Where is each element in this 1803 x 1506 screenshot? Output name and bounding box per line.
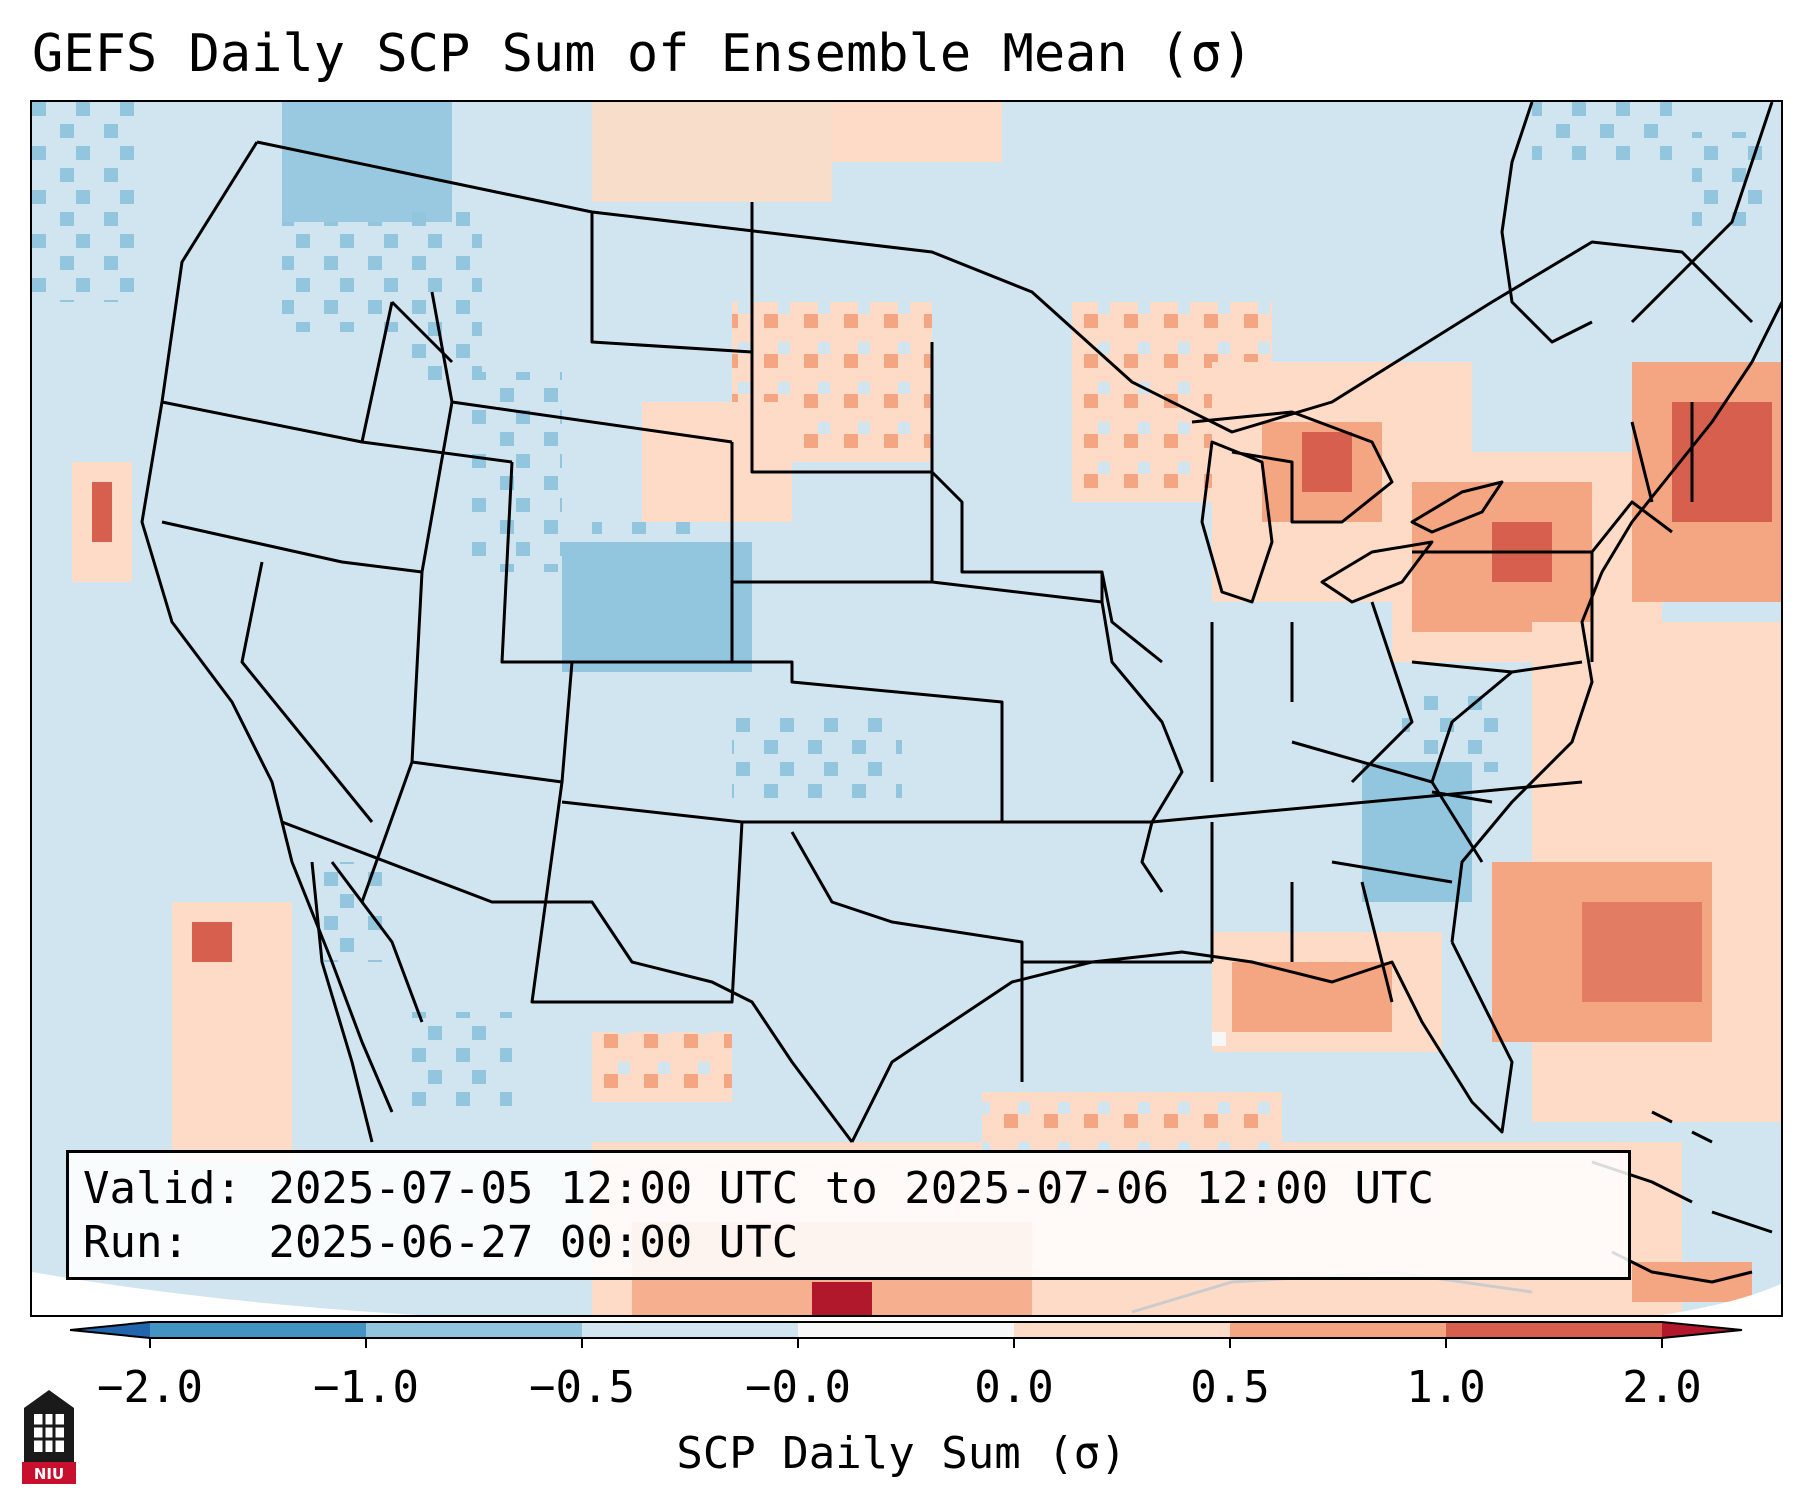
- colorbar-label: SCP Daily Sum (σ): [676, 1428, 1127, 1479]
- colorbar-tick-label: 0.0: [974, 1362, 1054, 1413]
- colorbar-extend-min: [70, 1322, 150, 1338]
- valid-value: 2025-07-05 12:00 UTC to 2025-07-06 12:00…: [268, 1163, 1435, 1214]
- colorbar-tick-label: −0.0: [745, 1362, 851, 1413]
- map-panel: [30, 100, 1783, 1317]
- valid-line: Valid: 2025-07-05 12:00 UTC to 2025-07-0…: [83, 1163, 1434, 1214]
- colorbar: [70, 1321, 1743, 1348]
- colorbar-bin-3: [582, 1322, 798, 1338]
- projection-edge-left: [32, 1272, 418, 1315]
- colorbar-tick-label: 2.0: [1622, 1362, 1702, 1413]
- colorbar-tick-label: 0.5: [1190, 1362, 1270, 1413]
- run-label: Run:: [83, 1217, 189, 1268]
- colorbar-bin-4: [798, 1322, 1014, 1338]
- colorbar-bin-7: [1446, 1322, 1662, 1338]
- logo-text: NIU: [34, 1465, 64, 1483]
- validity-info-box: Valid: 2025-07-05 12:00 UTC to 2025-07-0…: [66, 1150, 1631, 1280]
- map-canvas: [32, 102, 1781, 1315]
- logo-band: [22, 1462, 76, 1484]
- colorbar-bin-5: [1014, 1322, 1230, 1338]
- colorbar-tick-label: −2.0: [97, 1362, 203, 1413]
- figure-title: GEFS Daily SCP Sum of Ensemble Mean (σ): [32, 24, 1253, 84]
- colorbar-tick-label: 1.0: [1406, 1362, 1486, 1413]
- negative-anomaly-regions: [32, 102, 1772, 1112]
- colorbar-tick-label: −0.5: [529, 1362, 635, 1413]
- niu-logo: NIU: [22, 1390, 76, 1484]
- valid-label: Valid:: [83, 1163, 242, 1214]
- colorbar-bin-6: [1230, 1322, 1446, 1338]
- political-boundaries: [140, 102, 1781, 1284]
- run-line: Run: 2025-06-27 00:00 UTC: [83, 1217, 798, 1268]
- colorbar-bin-2: [366, 1322, 582, 1338]
- colorbar-tick-label: −1.0: [313, 1362, 419, 1413]
- colorbar-extend-max: [1662, 1322, 1742, 1338]
- colorbar-bin-1: [150, 1322, 366, 1338]
- projection-edge-right: [1661, 1283, 1781, 1315]
- run-value: 2025-06-27 00:00 UTC: [268, 1217, 799, 1268]
